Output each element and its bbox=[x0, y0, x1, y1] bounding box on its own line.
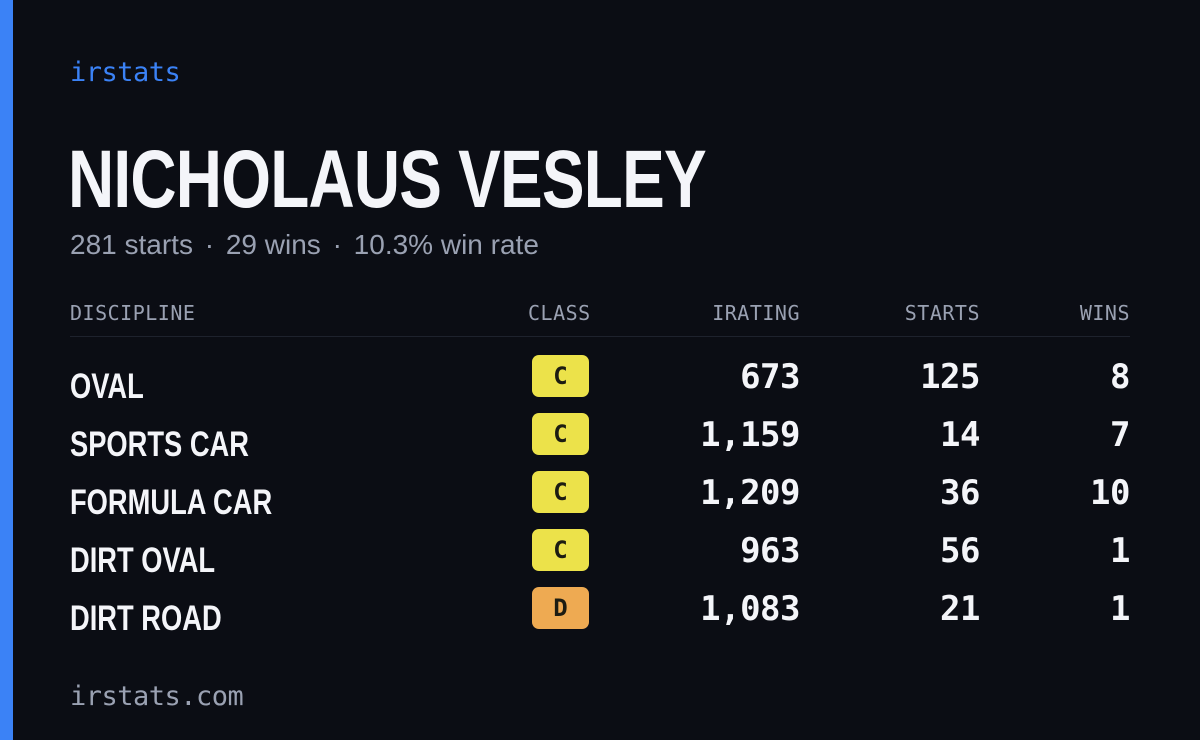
table-row: FORMULA CAR C 1,209 36 10 bbox=[70, 469, 1130, 527]
discipline-name: DIRT OVAL bbox=[70, 541, 216, 580]
license-table: DISCIPLINE CLASS IRATING STARTS WINS OVA… bbox=[70, 298, 1130, 643]
starts-value: 56 bbox=[940, 531, 980, 571]
table-row: DIRT ROAD D 1,083 21 1 bbox=[70, 585, 1130, 643]
irating-value: 1,209 bbox=[700, 473, 800, 513]
wins-value: 1 bbox=[1110, 589, 1130, 629]
summary-separator: · bbox=[332, 229, 342, 260]
discipline-name: DIRT ROAD bbox=[70, 599, 222, 638]
class-badge: D bbox=[532, 587, 589, 629]
class-badge: C bbox=[532, 471, 589, 513]
discipline-name: OVAL bbox=[70, 367, 144, 406]
starts-value: 14 bbox=[940, 415, 980, 455]
irating-value: 1,083 bbox=[700, 589, 800, 629]
table-row: OVAL C 673 125 8 bbox=[70, 353, 1130, 411]
wins-value: 10 bbox=[1090, 473, 1130, 513]
summary-starts: 281 starts bbox=[70, 229, 193, 260]
class-badge: C bbox=[532, 529, 589, 571]
accent-bar bbox=[0, 0, 13, 740]
footer-url[interactable]: irstats.com bbox=[70, 681, 244, 712]
driver-name: NICHOLAUS VESLEY bbox=[68, 134, 707, 225]
irating-value: 963 bbox=[740, 531, 800, 571]
wins-value: 7 bbox=[1110, 415, 1130, 455]
summary-wins: 29 wins bbox=[225, 229, 321, 260]
header-irating: IRATING bbox=[712, 301, 800, 325]
table-header: DISCIPLINE CLASS IRATING STARTS WINS bbox=[70, 298, 1130, 337]
class-badge: C bbox=[532, 413, 589, 455]
table-body: OVAL C 673 125 8 SPORTS CAR C 1,159 14 7… bbox=[70, 353, 1130, 643]
header-starts: STARTS bbox=[904, 301, 980, 325]
header-wins: WINS bbox=[1079, 301, 1130, 325]
table-row: SPORTS CAR C 1,159 14 7 bbox=[70, 411, 1130, 469]
wins-value: 1 bbox=[1110, 531, 1130, 571]
summary-separator: · bbox=[204, 229, 215, 260]
discipline-name: FORMULA CAR bbox=[70, 483, 273, 522]
driver-summary: 281 starts · 29 wins · 10.3% win rate bbox=[70, 228, 539, 262]
starts-value: 125 bbox=[920, 357, 980, 397]
header-class: CLASS bbox=[528, 301, 591, 325]
starts-value: 36 bbox=[940, 473, 980, 513]
brand-logo-text[interactable]: irstats bbox=[70, 57, 181, 88]
summary-win-rate: 10.3% win rate bbox=[353, 229, 539, 260]
header-discipline: DISCIPLINE bbox=[70, 301, 196, 325]
table-row: DIRT OVAL C 963 56 1 bbox=[70, 527, 1130, 585]
irating-value: 1,159 bbox=[700, 415, 800, 455]
irating-value: 673 bbox=[740, 357, 800, 397]
class-badge: C bbox=[532, 355, 589, 397]
wins-value: 8 bbox=[1110, 357, 1130, 397]
starts-value: 21 bbox=[940, 589, 980, 629]
discipline-name: SPORTS CAR bbox=[70, 425, 249, 464]
